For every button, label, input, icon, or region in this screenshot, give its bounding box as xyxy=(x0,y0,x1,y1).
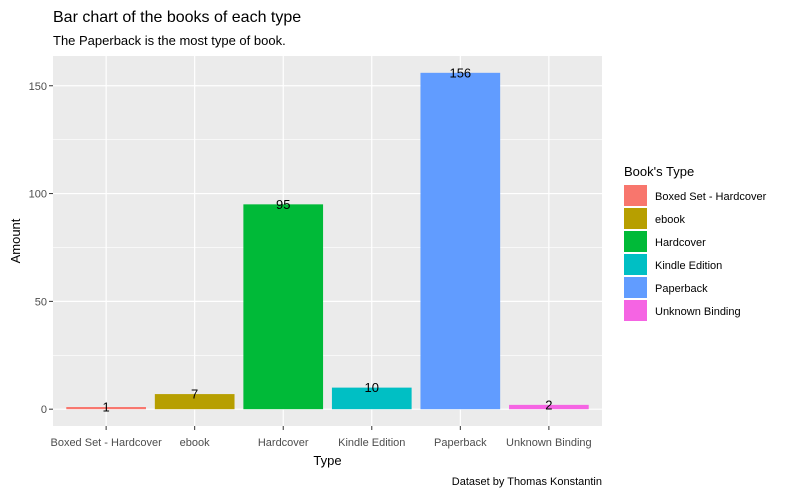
legend-swatch xyxy=(624,254,647,275)
bar-value-label: 156 xyxy=(449,65,471,80)
chart-caption: Dataset by Thomas Konstantin xyxy=(452,476,602,488)
bar xyxy=(243,204,324,410)
bar-value-label: 7 xyxy=(191,387,198,402)
x-tick-label: Unknown Binding xyxy=(506,437,592,449)
y-axis: 0 50 100 150 xyxy=(29,81,53,416)
legend-label: Hardcover xyxy=(655,237,706,249)
legend-label: Boxed Set - Hardcover xyxy=(655,191,767,203)
y-tick-label: 150 xyxy=(29,81,47,93)
legend-label: ebook xyxy=(655,214,685,226)
bar xyxy=(154,394,235,410)
y-tick-label: 0 xyxy=(41,404,47,416)
x-tick-label: Hardcover xyxy=(258,437,309,449)
legend-swatch xyxy=(624,277,647,298)
bar xyxy=(331,387,412,410)
x-axis: Boxed Set - Hardcover ebook Hardcover Kindl… xyxy=(50,426,592,449)
legend: Book's Type Boxed Set - Hardcover ebook Ha… xyxy=(624,164,767,321)
chart-title: Bar chart of the books of each type xyxy=(53,9,301,26)
x-tick-label: Paperback xyxy=(434,437,487,449)
x-tick-label: Boxed Set - Hardcover xyxy=(50,437,162,449)
y-tick-label: 50 xyxy=(35,296,47,308)
bar-value-label: 2 xyxy=(545,397,552,412)
bar xyxy=(509,404,589,410)
legend-label: Unknown Binding xyxy=(655,306,741,318)
plot-panel xyxy=(53,56,602,426)
bar xyxy=(66,407,146,410)
x-axis-title: Type xyxy=(313,453,341,468)
legend-label: Kindle Edition xyxy=(655,260,722,272)
bar xyxy=(420,72,501,410)
legend-swatch xyxy=(624,208,647,229)
y-axis-title: Amount xyxy=(8,218,23,263)
legend-label: Paperback xyxy=(655,283,708,295)
y-tick-label: 100 xyxy=(29,189,47,201)
bar-value-label: 1 xyxy=(103,400,110,415)
legend-swatch xyxy=(624,185,647,206)
x-tick-label: ebook xyxy=(180,437,210,449)
legend-swatch xyxy=(624,231,647,252)
bar-value-labels: 1 7 95 10 156 2 xyxy=(103,65,553,414)
legend-title: Book's Type xyxy=(624,164,694,179)
chart-subtitle: The Paperback is the most type of book. xyxy=(53,33,286,48)
x-tick-label: Kindle Edition xyxy=(338,437,405,449)
bars xyxy=(66,72,589,410)
bar-value-label: 10 xyxy=(365,380,379,395)
legend-swatch xyxy=(624,300,647,321)
bar-value-label: 95 xyxy=(276,197,290,212)
